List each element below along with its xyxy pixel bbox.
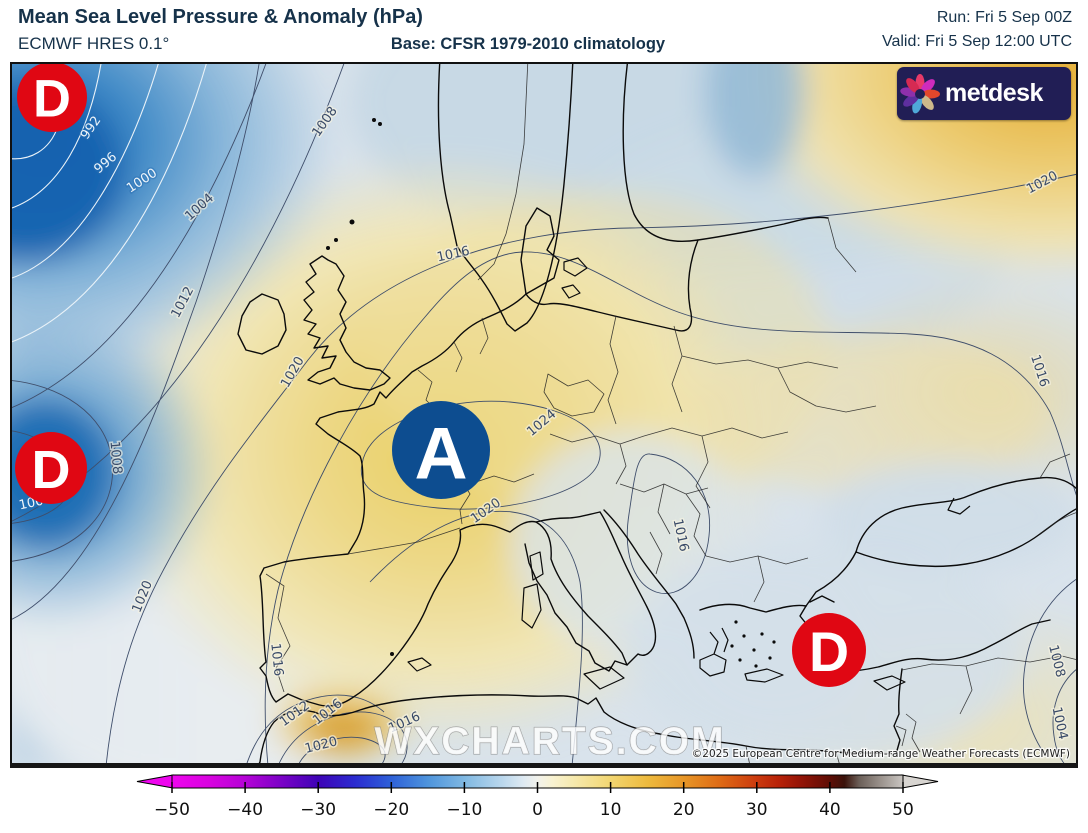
copyright-text: ©2025 European Centre for Medium-range W…: [692, 748, 1070, 760]
svg-text:D: D: [809, 621, 849, 683]
svg-text:20: 20: [673, 800, 695, 820]
svg-text:1008: 1008: [107, 441, 125, 475]
svg-text:40: 40: [819, 800, 841, 820]
run-time: Run: Fri 5 Sep 00Z: [936, 9, 1072, 26]
small-islands: [326, 118, 776, 668]
svg-text:D: D: [33, 70, 71, 129]
colorbar-left-arrow: [136, 774, 174, 789]
svg-text:D: D: [32, 440, 71, 500]
colorbar-ticks: −50 −40 −30 −20 −10 0 10 20 30 40 50: [154, 782, 914, 820]
page-title: Mean Sea Level Pressure & Anomaly (hPa): [18, 6, 423, 28]
metdesk-wordmark: metdesk: [945, 79, 1043, 107]
svg-text:1016: 1016: [267, 642, 285, 676]
map-bottom-border: [10, 763, 1078, 768]
model-name: ECMWF HRES 0.1°: [18, 34, 170, 53]
map-canvas: 9929961000100410041008101210081016102010…: [10, 62, 1078, 768]
country-borders: [265, 62, 1078, 767]
watermark: WXCHARTS.COM: [374, 720, 725, 763]
svg-text:30: 30: [746, 800, 768, 820]
colorbar-right-arrow: [901, 774, 939, 789]
svg-text:1016: 1016: [436, 244, 471, 266]
climatology-base: Base: CFSR 1979-2010 climatology: [390, 35, 666, 53]
svg-text:−40: −40: [227, 800, 263, 820]
svg-text:−50: −50: [154, 800, 190, 820]
colorbar: −50 −40 −30 −20 −10 0 10 20 30 40 50: [136, 774, 939, 820]
svg-text:0: 0: [532, 800, 543, 820]
svg-text:−30: −30: [300, 800, 336, 820]
isobar-contours: [10, 62, 1078, 768]
svg-text:A: A: [414, 411, 467, 494]
svg-text:50: 50: [892, 800, 914, 820]
svg-text:−20: −20: [373, 800, 409, 820]
svg-text:10: 10: [600, 800, 622, 820]
coastlines: [237, 62, 1078, 767]
svg-text:−10: −10: [446, 800, 482, 820]
metdesk-pinwheel-icon: [900, 73, 940, 113]
pressure-markers: D D D A: [15, 62, 866, 687]
valid-time: Valid: Fri 5 Sep 12:00 UTC: [881, 33, 1072, 50]
metdesk-logo: metdesk: [897, 67, 1071, 120]
